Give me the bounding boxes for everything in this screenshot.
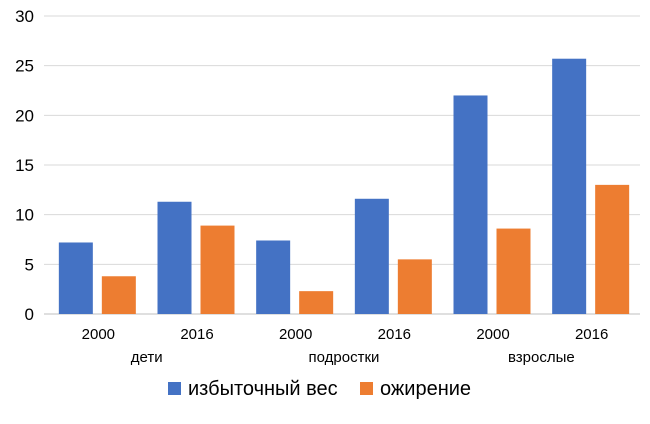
bar-overweight: [157, 201, 192, 314]
x-category-label: 2016: [378, 326, 411, 343]
legend-swatch: [360, 382, 373, 395]
bar-overweight: [256, 240, 291, 314]
y-tick-label: 5: [25, 255, 34, 274]
y-tick-label: 15: [15, 156, 34, 175]
y-tick-label: 0: [25, 305, 34, 324]
x-group-label: подростки: [309, 349, 380, 366]
x-group-label: взрослые: [508, 349, 575, 366]
bar-obesity: [200, 225, 235, 314]
bar-overweight: [552, 58, 587, 314]
x-category-label: 2016: [575, 326, 608, 343]
x-group-label: дети: [131, 349, 163, 366]
bar-overweight: [58, 242, 93, 314]
bar-obesity: [397, 259, 432, 314]
legend-label: избыточный вес: [188, 378, 338, 400]
bar-obesity: [595, 184, 630, 314]
bar-obesity: [101, 276, 136, 314]
x-category-label: 2000: [82, 326, 115, 343]
bar-overweight: [354, 198, 389, 314]
legend-swatch: [168, 382, 181, 395]
bar-obesity: [496, 228, 531, 314]
y-tick-label: 30: [15, 7, 34, 26]
y-tick-label: 25: [15, 57, 34, 76]
legend: избыточный вес ожирение: [168, 378, 471, 400]
bars: [58, 58, 630, 314]
x-category-label: 2000: [279, 326, 312, 343]
bar-overweight: [453, 95, 488, 314]
gridlines: [44, 15, 640, 315]
legend-label: ожирение: [380, 378, 471, 400]
x-category-label: 2000: [476, 326, 509, 343]
bar-obesity: [299, 291, 334, 314]
x-category-label: 2016: [180, 326, 213, 343]
y-tick-label: 10: [15, 206, 34, 225]
axes: 0 5 10 15 20 25 30 2000 2016 2000 2016 2000 2016 дети…: [15, 7, 608, 366]
y-tick-label: 20: [15, 106, 34, 125]
